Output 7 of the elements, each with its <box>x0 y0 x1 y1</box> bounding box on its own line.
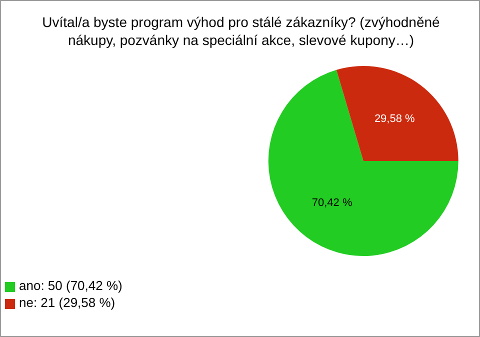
legend-label: ano: 50 (70,42 %) <box>19 278 122 293</box>
data-label: 70,42 % <box>312 196 352 209</box>
data-label: 29,58 % <box>374 113 416 126</box>
pie-slice <box>268 70 458 256</box>
chart-title: Uvítal/a byste program výhod pro stálé zákazníky? (zvýhodněné nákupy, pozvánky na speciální akce, slevové kupony…) <box>41 13 441 49</box>
legend-label: ne: 21 (29,58 %) <box>19 295 116 310</box>
pie-slice <box>336 66 458 161</box>
